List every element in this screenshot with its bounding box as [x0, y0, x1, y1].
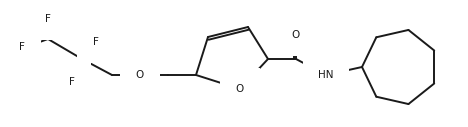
- Text: F: F: [45, 14, 51, 24]
- Text: HN: HN: [318, 70, 334, 80]
- Text: O: O: [292, 30, 300, 40]
- Text: F: F: [93, 37, 99, 47]
- Text: F: F: [69, 77, 75, 87]
- Text: F: F: [19, 42, 25, 52]
- Text: O: O: [236, 84, 244, 94]
- Text: O: O: [136, 70, 144, 80]
